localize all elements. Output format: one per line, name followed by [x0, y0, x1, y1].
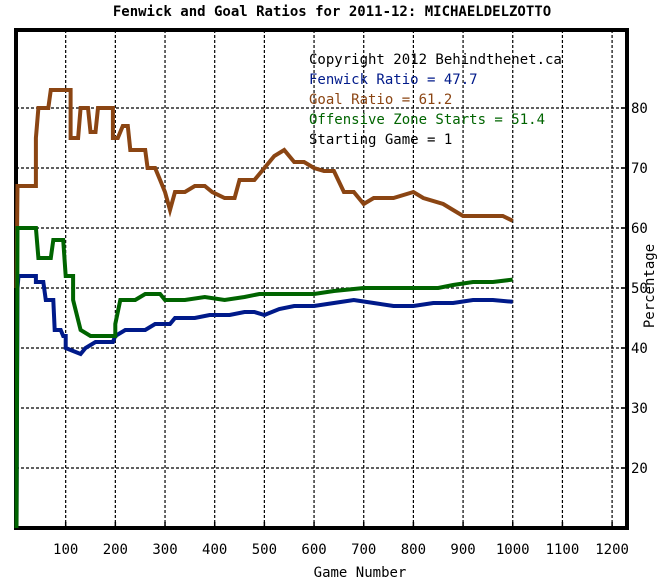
plot-border	[14, 28, 629, 530]
legend-line: Offensive Zone Starts = 51.4	[309, 112, 545, 128]
y-tick-label: 40	[631, 341, 648, 357]
y-tick-label: 60	[631, 221, 648, 237]
series-line-fenwick	[14, 274, 513, 529]
y-tick-label: 80	[631, 101, 648, 117]
series-lines	[14, 88, 514, 529]
x-axis-label: Game Number	[314, 565, 407, 580]
legend-line: Goal Ratio = 61.2	[309, 92, 452, 108]
legend-line: Copyright 2012 Behindthenet.ca	[309, 52, 562, 68]
x-tick-label: 1200	[595, 542, 629, 558]
y-tick-labels: 20 30 40 50 60 70 80	[631, 101, 648, 477]
grid	[16, 30, 629, 530]
series-line-goal	[14, 88, 514, 289]
legend-line: Fenwick Ratio = 47.7	[309, 72, 478, 88]
x-tick-label: 400	[202, 542, 227, 558]
x-tick-labels: 100 200 300 400 500 600 700 800 900 1000 1100 1200	[53, 542, 629, 558]
x-tick-label: 300	[152, 542, 177, 558]
y-tick-label: 70	[631, 161, 648, 177]
series-line-ozs	[14, 226, 513, 529]
x-tick-label: 800	[401, 542, 426, 558]
x-tick-label: 500	[252, 542, 277, 558]
y-tick-label: 30	[631, 401, 648, 417]
x-tick-label: 900	[450, 542, 475, 558]
y-axis-label: Percentage	[642, 244, 658, 328]
x-tick-label: 700	[351, 542, 376, 558]
y-tick-label: 50	[631, 281, 648, 297]
chart-title: Fenwick and Goal Ratios for 2011-12: MIC…	[113, 4, 551, 20]
y-tick-label: 20	[631, 461, 648, 477]
x-tick-label: 600	[301, 542, 326, 558]
legend-annotations: Copyright 2012 Behindthenet.ca Fenwick Ra…	[309, 52, 562, 148]
plot-frame	[14, 28, 629, 530]
x-tick-label: 100	[53, 542, 78, 558]
legend-line: Starting Game = 1	[309, 132, 452, 148]
x-tick-label: 1000	[496, 542, 530, 558]
x-tick-label: 200	[103, 542, 128, 558]
x-tick-label: 1100	[546, 542, 580, 558]
